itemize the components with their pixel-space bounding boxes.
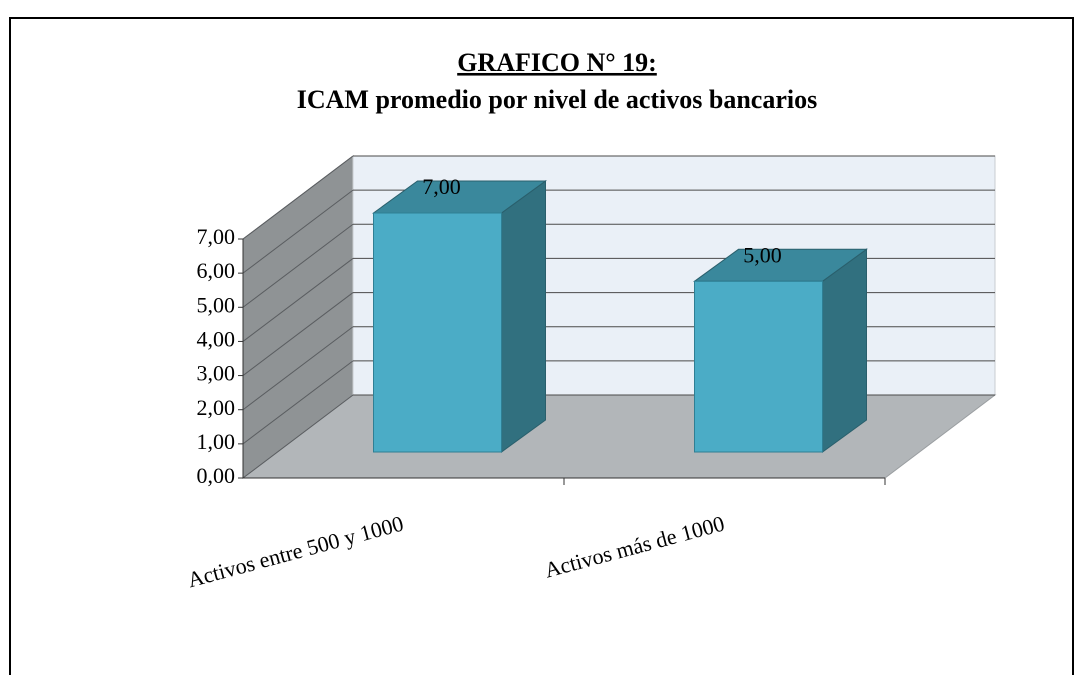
frame — [9, 17, 1074, 675]
grid-line — [242, 326, 354, 411]
chart-subtitle: ICAM promedio por nivel de activos banca… — [297, 85, 817, 114]
bar — [694, 280, 823, 453]
x-tick-label: Activos entre 500 y 1000 — [185, 511, 406, 593]
grid-line — [242, 360, 354, 445]
y-tick-label: 7,00 — [197, 224, 236, 249]
y-tick-label: 4,00 — [197, 326, 236, 351]
grid-line — [242, 258, 354, 342]
value-label: 5,00 — [743, 242, 782, 267]
y-tick-label: 1,00 — [197, 429, 236, 454]
y-tick-label: 6,00 — [197, 258, 236, 283]
y-tick-label: 0,00 — [197, 463, 236, 488]
floor — [241, 394, 997, 479]
x-tick-label: Activos más de 1000 — [542, 511, 727, 583]
chart-title: GRAFICO N° 19: — [457, 48, 657, 77]
bar-side — [822, 248, 867, 453]
grid-line — [242, 155, 354, 240]
y-tick-label: 3,00 — [197, 361, 236, 386]
bar — [373, 212, 502, 453]
bar-side — [501, 180, 546, 453]
grid-line — [242, 189, 354, 274]
grid-line — [242, 394, 354, 479]
grid-line — [242, 292, 354, 376]
value-label: 7,00 — [422, 174, 461, 199]
grid-line — [242, 223, 354, 308]
y-tick-label: 2,00 — [197, 395, 236, 420]
y-tick-label: 5,00 — [197, 292, 236, 317]
